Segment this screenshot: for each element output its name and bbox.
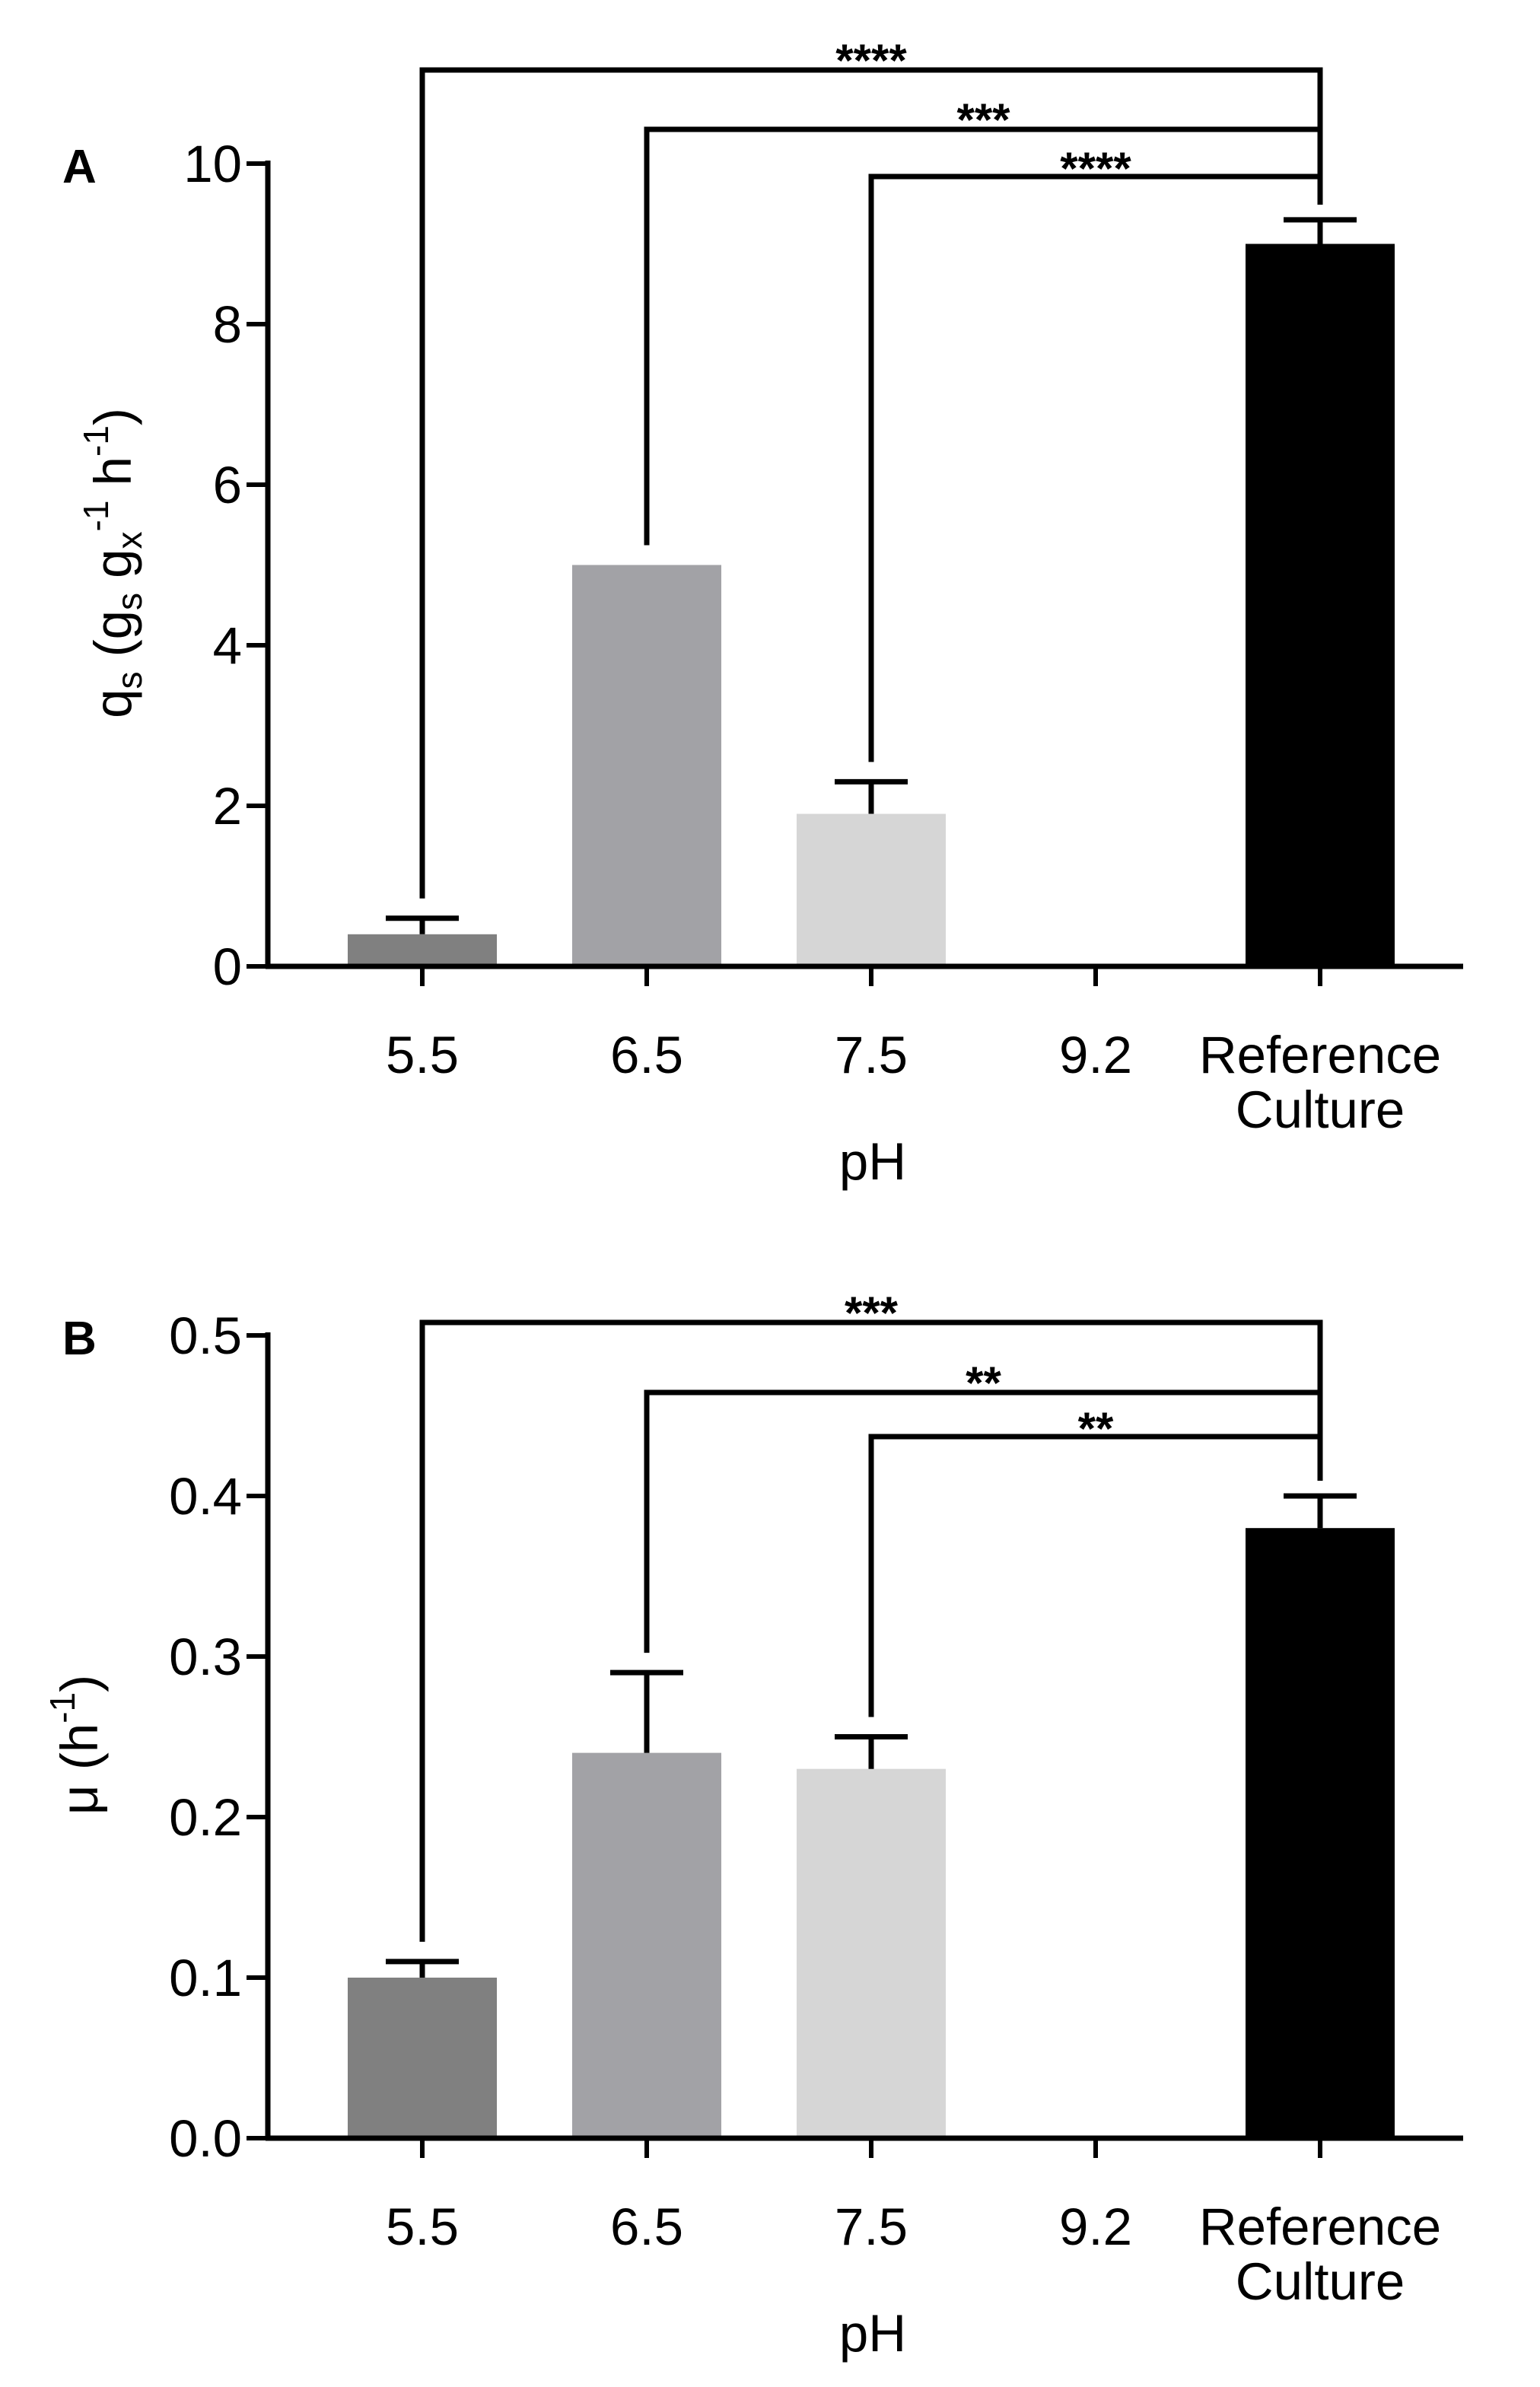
panel-b-significance-bracket-2-label: **	[966, 1357, 1001, 1408]
panel-b-bar-6-5	[572, 1752, 721, 2138]
panel-a-y-tick-label: 8	[213, 295, 242, 354]
panel-a-error-bar-reference-culture	[1284, 217, 1357, 244]
panel-b-x-tick-label: Reference	[1199, 2198, 1441, 2256]
panel-a-x-tick-label: Culture	[1236, 1081, 1405, 1139]
panel-b-y-axis-title: μ (h-1)	[43, 1675, 109, 1815]
panel-b-x-tick-label: Culture	[1236, 2252, 1405, 2311]
panel-a-bar-7-5	[797, 813, 946, 966]
panel-a-y-tick-label: 6	[213, 456, 242, 514]
panel-a-x-tick-label: 5.5	[386, 1026, 459, 1084]
panel-a-letter: A	[62, 141, 97, 193]
panel-b-y-tick-label: 0.3	[169, 1628, 242, 1686]
panel-a-error-bar-5-5	[386, 915, 459, 934]
panel-a-y-tick-label: 0	[213, 937, 242, 996]
panel-b-error-bar-reference-culture	[1284, 1493, 1357, 1529]
panel-a-error-bar-7-5	[835, 778, 908, 814]
panel-a-x-axis-title: pH	[839, 1132, 906, 1191]
panel-a-x-tick-label: 6.5	[610, 1026, 683, 1084]
panel-a-x-tick-label: Reference	[1199, 1026, 1441, 1084]
panel-b-y-tick-label: 0.4	[169, 1467, 242, 1526]
panel-a-significance-bracket-3	[868, 173, 1323, 762]
panel-a-y-tick-label: 2	[213, 777, 242, 835]
panel-b-significance-bracket-3-label: **	[1078, 1403, 1114, 1454]
panel-b-x-tick-label: 7.5	[835, 2198, 908, 2256]
panel-b-x-axis-title: pH	[839, 2304, 906, 2363]
panel-b-significance-bracket-1-label: ***	[845, 1287, 899, 1338]
panel-b-x-tick-label: 6.5	[610, 2198, 683, 2256]
panel-b-error-bar-5-5	[386, 1959, 459, 1978]
panel-b-bar-reference-culture	[1246, 1528, 1395, 2138]
panel-a-bar-5-5	[348, 934, 497, 966]
panel-a-bar-6-5	[572, 565, 721, 966]
panel-b-error-bar-7-5	[835, 1734, 908, 1769]
panel-a-significance-bracket-3-label: ****	[1060, 143, 1131, 194]
panel-b-y-tick-label: 0.2	[169, 1788, 242, 1847]
panel-b-significance-bracket-2	[644, 1389, 1323, 1653]
panel-b-chart: B μ (h-1) pH 0.0 0.1 0.2 0.3 0.4 0.5 5.5 6.5 7.5…	[43, 1287, 1463, 2363]
panel-b-y-tick-label: 0.1	[169, 1949, 242, 2007]
panel-a-significance-bracket-1-label: ****	[835, 35, 907, 86]
panel-a-bar-reference-culture	[1246, 243, 1395, 966]
panel-a-significance-bracket-2-label: ***	[956, 94, 1010, 145]
panel-a-x-tick-label: 7.5	[835, 1026, 908, 1084]
panel-b-y-tick-label: 0.0	[169, 2109, 242, 2168]
panel-b-bar-7-5	[797, 1768, 946, 2138]
panel-a-x-tick-label: 9.2	[1059, 1026, 1132, 1084]
panel-b-letter: B	[62, 1313, 97, 1365]
panel-a-chart: A qs (gs gx-1 h-1) pH 0 2 4 6 8 10 5.5 6.5 7.5 9.…	[62, 35, 1463, 1191]
panel-a-y-axis-title: qs (gs gx-1 h-1)	[76, 408, 149, 718]
panel-a-y-tick-label: 10	[183, 135, 242, 193]
panel-b-bar-5-5	[348, 1978, 497, 2138]
panel-b-x-tick-label: 9.2	[1059, 2198, 1132, 2256]
panel-a-y-tick-label: 4	[213, 616, 242, 675]
panel-b-y-tick-label: 0.5	[169, 1306, 242, 1365]
panel-b-significance-bracket-3	[868, 1434, 1323, 1717]
panel-a-significance-bracket-2	[644, 126, 1323, 546]
panel-b-error-bar-6-5	[610, 1669, 683, 1753]
panel-b-x-tick-label: 5.5	[386, 2198, 459, 2256]
